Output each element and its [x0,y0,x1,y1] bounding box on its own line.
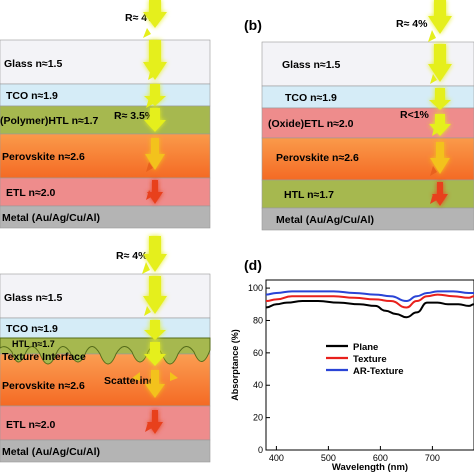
perovskite-label: Perovskite n≈2.6 [276,152,359,164]
legend-label: Plane [353,342,378,353]
etl-label: (Oxide)ETL n≈2.0 [268,118,354,130]
htl-label: HTL n≈1.7 [284,189,334,201]
reflection-htl-label: R≈ 3.5% [114,110,155,122]
reflected-arrows [143,28,155,200]
glass-layer [0,39,211,85]
metal-layer [0,205,211,229]
tco-label: TCO n≈1.9 [6,323,58,335]
chart-ticks: 0 20 40 60 80 100 400 500 600 700 [248,283,440,463]
light-arrow [143,236,167,434]
chart-lines [265,290,474,319]
series-line-plane [265,300,474,319]
panel-b-label: (b) [244,17,262,33]
perovskite-label: Perovskite n≈2.6 [2,380,85,392]
x-tick-label: 700 [425,453,440,463]
y-tick-label: 100 [248,283,263,293]
y-tick-label: 20 [253,413,263,423]
y-tick-label: 0 [258,445,263,455]
panel-a: Glass n≈1.5 TCO n≈1.9 (Polymer)HTL n≈1.7… [0,0,211,229]
glass-layer [0,273,211,319]
glass-label: Glass n≈1.5 [4,292,62,304]
x-tick-label: 500 [321,453,336,463]
x-tick-label: 600 [373,453,388,463]
y-axis-label: Absorptance (%) [230,329,240,401]
glass-label: Glass n≈1.5 [4,58,62,70]
reflection-label: R≈ 4% [116,250,148,262]
series-line-ar-texture [265,290,474,303]
etl-label: ETL n≈2.0 [6,187,55,199]
metal-label: Metal (Au/Ag/Cu/Al) [276,214,374,226]
plot-area [265,279,474,451]
perovskite-label: Perovskite n≈2.6 [2,151,85,163]
tco-label: TCO n≈1.9 [6,90,58,102]
htl-label: (Polymer)HTL n≈1.7 [0,115,99,127]
y-tick-label: 40 [253,380,263,390]
panel-d-label: (d) [244,257,262,273]
metal-label: Metal (Au/Ag/Cu/Al) [2,212,100,224]
metal-layer [0,439,211,463]
series-line-texture [265,293,474,309]
panel-d: (d) Absorptance (%) Wavelength (nm) 0 20 4… [230,257,474,473]
texture-interface-label: Texture Interface [2,351,86,363]
reflected-arrows [428,30,437,204]
tco-label: TCO n≈1.9 [285,92,337,104]
reflection-etl-label: R<1% [400,109,430,121]
legend-label: AR-Texture [353,366,404,377]
glass-label: Glass n≈1.5 [282,59,340,71]
scattering-label: Scattering [104,375,155,387]
etl-label: ETL n≈2.0 [6,419,55,431]
x-axis-label: Wavelength (nm) [332,462,408,473]
legend-label: Texture [353,354,387,365]
metal-label: Metal (Au/Ag/Cu/Al) [2,446,100,458]
reflection-label: R≈ 4% [396,18,428,30]
y-tick-label: 60 [253,348,263,358]
light-arrow [428,0,452,206]
htl-label: HTL n≈1.7 [12,339,55,349]
htl-layer [0,105,211,135]
etl-layer [0,405,211,441]
etl-layer [0,177,211,207]
x-tick-label: 400 [269,453,284,463]
perovskite-layer [0,133,211,179]
light-arrow [143,0,167,204]
scattered-arrows [132,262,178,432]
panel-c: Glass n≈1.5 TCO n≈1.9 HTL n≈1.7 Texture … [0,236,211,463]
metal-layer [261,207,474,231]
y-tick-label: 80 [253,315,263,325]
panel-b: (b) Glass n≈1.5 TCO n≈1.9 (Oxide)ETL n≈2… [244,0,474,231]
